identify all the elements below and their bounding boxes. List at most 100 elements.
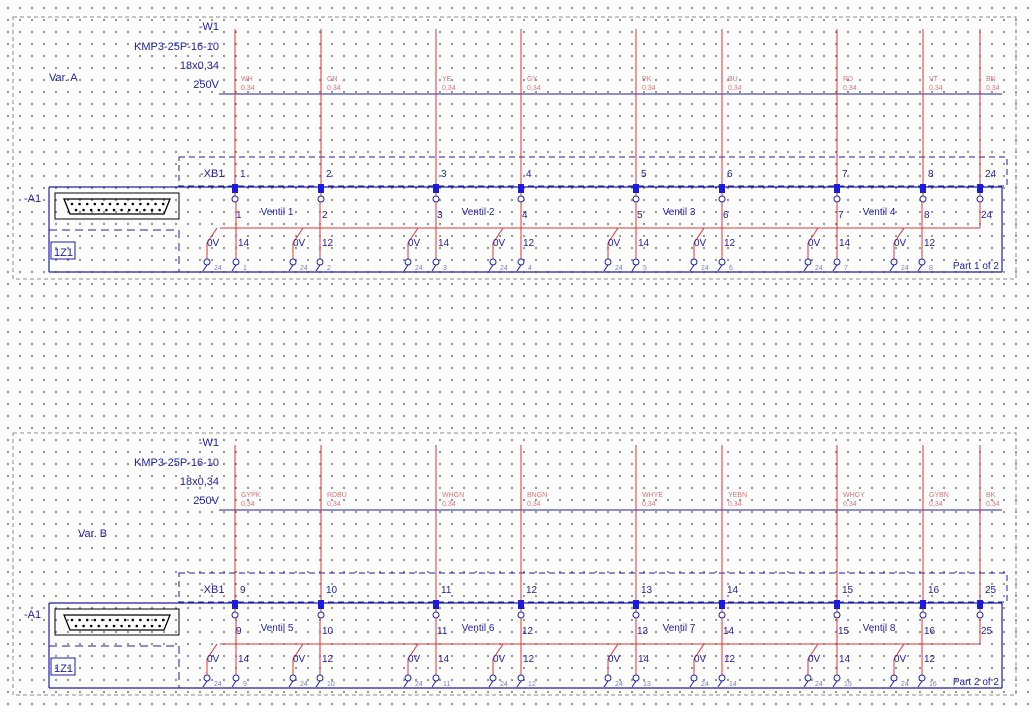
coil-pin-label: 0V [808, 238, 821, 249]
coil-terminal-circle [517, 674, 525, 682]
conductor-color-label: BN [986, 76, 996, 83]
coil-terminal-leg [603, 680, 609, 688]
valve-label: Ventil 5 [261, 623, 294, 634]
coil-terminal-circle [404, 674, 412, 682]
conductor-color-label: BU [728, 76, 738, 83]
bottom-pin-label: 13 [643, 681, 651, 688]
coil-pin-label: 0V [608, 238, 621, 249]
conductor-size-label: 0,34 [527, 85, 541, 92]
device-pin-number: 6 [723, 210, 729, 221]
dsub-pin [93, 618, 97, 622]
dsub-pin [146, 618, 150, 622]
dsub-pin [101, 618, 104, 622]
dsub-connector-icon [54, 608, 180, 636]
terminal-marker [920, 600, 926, 609]
terminal-marker [633, 184, 639, 193]
device-pin-circle [231, 611, 239, 619]
coil-pin-label: 0V [493, 238, 506, 249]
conductor-size-label: 0,34 [442, 501, 456, 508]
cable-voltage: 250V [193, 495, 219, 507]
terminal-number: 12 [526, 585, 538, 596]
bottom-pin-label: 24 [500, 265, 508, 272]
coil-pin-label: 12 [322, 238, 334, 249]
coil-pin-label: 0V [894, 654, 907, 665]
terminal-number: 15 [842, 585, 854, 596]
coil-terminal-circle [232, 258, 240, 266]
coil-terminal-circle [316, 674, 324, 682]
terminal-marker [719, 600, 725, 609]
terminal-marker [518, 184, 524, 193]
terminal-marker [433, 184, 439, 193]
dsub-pin [131, 618, 135, 622]
dsub-pin [146, 202, 150, 206]
cable-tag: -W1 [199, 437, 219, 449]
coil-terminal-circle [432, 258, 440, 266]
device-pin-circle [976, 611, 984, 619]
coil-terminal-circle [404, 258, 412, 266]
device-pin-number: 3 [437, 210, 443, 221]
conductor-color-label: GN [327, 76, 338, 83]
part-label: Part 2 of 2 [953, 677, 1000, 688]
terminal-marker [977, 184, 983, 193]
coil-terminal-circle [632, 258, 640, 266]
cable-voltage: 250V [193, 79, 219, 91]
coil-terminal-circle [604, 258, 612, 266]
coil-terminal-leg [488, 680, 494, 688]
coil-bus-link [492, 643, 504, 660]
bottom-pin-label: 6 [729, 265, 733, 272]
device-pin-number: 14 [723, 626, 735, 637]
bottom-pin-label: 24 [300, 265, 308, 272]
terminal-number: 10 [326, 585, 338, 596]
bottom-pin-label: 24 [615, 265, 623, 272]
dsub-pin [120, 208, 123, 212]
dsub-pin [85, 202, 89, 206]
conductor-size-label: 0,34 [728, 85, 742, 92]
device-pin-number: 16 [924, 626, 936, 637]
terminal-marker [834, 184, 840, 193]
coil-terminal-circle [918, 674, 926, 682]
dsub-pin [85, 618, 89, 622]
coil-terminal-leg [917, 680, 923, 688]
device-pin-circle [432, 195, 440, 203]
coil-pin-label: 14 [839, 654, 851, 665]
bottom-pin-label: 10 [327, 681, 335, 688]
device-pin-circle [833, 195, 841, 203]
dsub-pin [82, 208, 85, 212]
coil-pin-label: 12 [724, 654, 736, 665]
part-label: Part 1 of 2 [953, 261, 1000, 272]
coil-terminal-leg [231, 680, 237, 688]
coil-terminal-circle [489, 674, 497, 682]
coil-pin-label: 14 [438, 238, 450, 249]
valve-label: Ventil 3 [663, 207, 696, 218]
dsub-pin [78, 202, 81, 206]
coil-terminal-circle [804, 258, 812, 266]
conductor-size-label: 0,34 [527, 501, 541, 508]
terminal-block-tag: -XB1 [200, 584, 224, 596]
device-pin-circle [976, 195, 984, 203]
coil-terminal-leg [803, 680, 809, 688]
bottom-pin-label: 12 [528, 681, 536, 688]
device-pin-circle [317, 611, 325, 619]
device-pin-circle [231, 195, 239, 203]
device-pin-number: 12 [522, 626, 534, 637]
coil-pin-label: 14 [438, 654, 450, 665]
dsub-pin [120, 624, 123, 628]
device-pin-number: 8 [924, 210, 930, 221]
coil-terminal-circle [203, 258, 211, 266]
dsub-pin [97, 624, 101, 628]
conductor-color-label: PK [642, 76, 652, 83]
dsub-pin [116, 202, 119, 206]
component-tag-box [50, 241, 76, 260]
conductor-size-label: 0,34 [929, 85, 943, 92]
terminal-marker [920, 184, 926, 193]
terminal-marker [977, 600, 983, 609]
device-pin-number: 15 [838, 626, 850, 637]
coil-terminal-leg [832, 680, 838, 688]
bottom-pin-label: 2 [327, 265, 331, 272]
coil-terminal-circle [232, 674, 240, 682]
dsub-pin [105, 208, 108, 212]
coil-bus-link [693, 643, 705, 660]
dsub-pin [70, 618, 74, 622]
terminal-number: 8 [928, 169, 934, 180]
coil-pin-label: 14 [638, 238, 650, 249]
